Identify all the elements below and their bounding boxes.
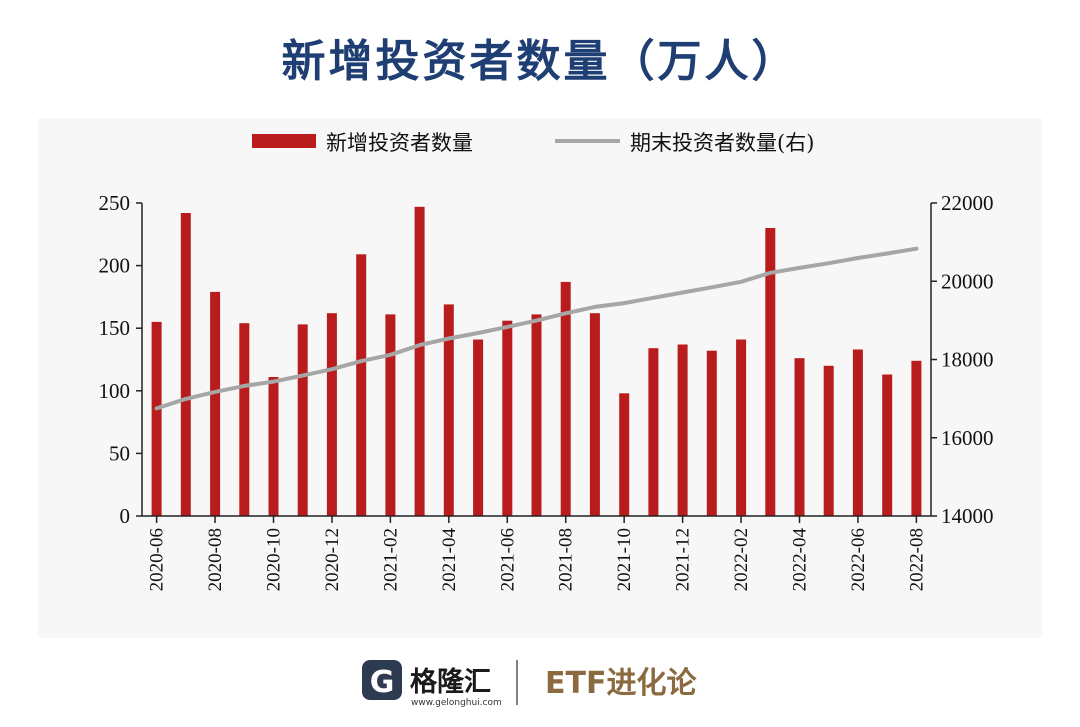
right-axis-ticks: 14000 16000 18000 20000 22000 (931, 191, 994, 528)
bar (560, 281, 571, 516)
bar (443, 304, 454, 516)
bar (151, 321, 162, 516)
bar (356, 254, 367, 517)
x-axis-tick-label: 2022-06 (848, 528, 869, 591)
x-axis-tick-label: 2020-08 (205, 528, 226, 591)
bar (706, 350, 717, 516)
x-axis-tick-label: 2021-12 (673, 528, 694, 591)
right-axis-tick-label: 22000 (941, 191, 994, 215)
bar (210, 291, 221, 516)
line-series (154, 246, 919, 411)
legend-line-label: 期末投资者数量(右) (630, 131, 814, 155)
bar (531, 314, 542, 516)
bar (648, 348, 659, 516)
x-axis-ticks: 2020-06 2020-08 2020-10 2020-12 2021-02 2021-… (147, 516, 927, 592)
left-axis-tick-label: 100 (99, 379, 131, 403)
footer: G 格隆汇 www.gelonghui.com ETF进化论 (362, 660, 697, 708)
x-axis-tick-label: 2022-04 (790, 528, 811, 592)
bar (502, 320, 513, 516)
gelonghui-logo-icon (362, 660, 402, 700)
gelonghui-logo-letter: G (370, 665, 395, 700)
x-axis-tick-label: 2022-02 (731, 528, 752, 591)
bar (911, 360, 922, 516)
right-axis-tick-label: 16000 (941, 426, 994, 450)
plot-area: 0 50 100 150 200 250 14000 16000 18000 20000 2200… (99, 191, 994, 591)
bar (414, 206, 425, 517)
right-axis-tick-label: 20000 (941, 269, 994, 293)
gelonghui-url: www.gelonghui.com (411, 698, 502, 708)
left-axis-tick-label: 0 (120, 504, 131, 528)
bar (765, 228, 776, 516)
gelonghui-brand: 格隆汇 (410, 667, 491, 698)
bar (473, 339, 484, 516)
bar-series (151, 206, 922, 517)
gelonghui-logo: G 格隆汇 www.gelonghui.com (362, 660, 502, 708)
left-axis-tick-label: 200 (99, 254, 131, 278)
page-title: 新增投资者数量（万人） (282, 36, 799, 87)
x-axis-tick-label: 2022-08 (906, 528, 927, 591)
bar (823, 365, 834, 516)
bar (239, 323, 250, 516)
bar (736, 339, 747, 516)
x-axis-tick-label: 2021-02 (380, 528, 401, 591)
bar (852, 349, 863, 516)
bar (589, 313, 600, 516)
x-axis-tick-label: 2020-10 (264, 528, 285, 591)
legend: 新增投资者数量 期末投资者数量(右) (252, 131, 814, 155)
legend-bar-swatch (252, 134, 316, 148)
right-axis-tick-label: 14000 (941, 504, 994, 528)
bar (268, 377, 279, 516)
bar (882, 374, 893, 516)
left-axis-tick-label: 50 (109, 441, 130, 465)
bar (385, 314, 396, 516)
left-axis-ticks: 0 50 100 150 200 250 (99, 191, 142, 528)
x-axis-tick-label: 2020-06 (147, 528, 168, 591)
x-axis-tick-label: 2021-10 (614, 528, 635, 591)
bar (326, 313, 337, 516)
etf-brand: ETF进化论 (545, 666, 697, 701)
left-axis-tick-label: 250 (99, 191, 131, 215)
bar (677, 344, 688, 516)
bar (619, 393, 630, 516)
legend-bar-label: 新增投资者数量 (326, 131, 473, 155)
right-axis-tick-label: 18000 (941, 348, 994, 372)
x-axis-tick-label: 2021-04 (439, 528, 460, 592)
bar (297, 324, 308, 516)
x-axis-tick-label: 2021-06 (497, 528, 518, 591)
left-axis-tick-label: 150 (99, 316, 131, 340)
bar (794, 358, 805, 516)
x-axis-tick-label: 2020-12 (322, 528, 343, 591)
x-axis-tick-label: 2021-08 (556, 528, 577, 591)
bar (180, 213, 191, 516)
